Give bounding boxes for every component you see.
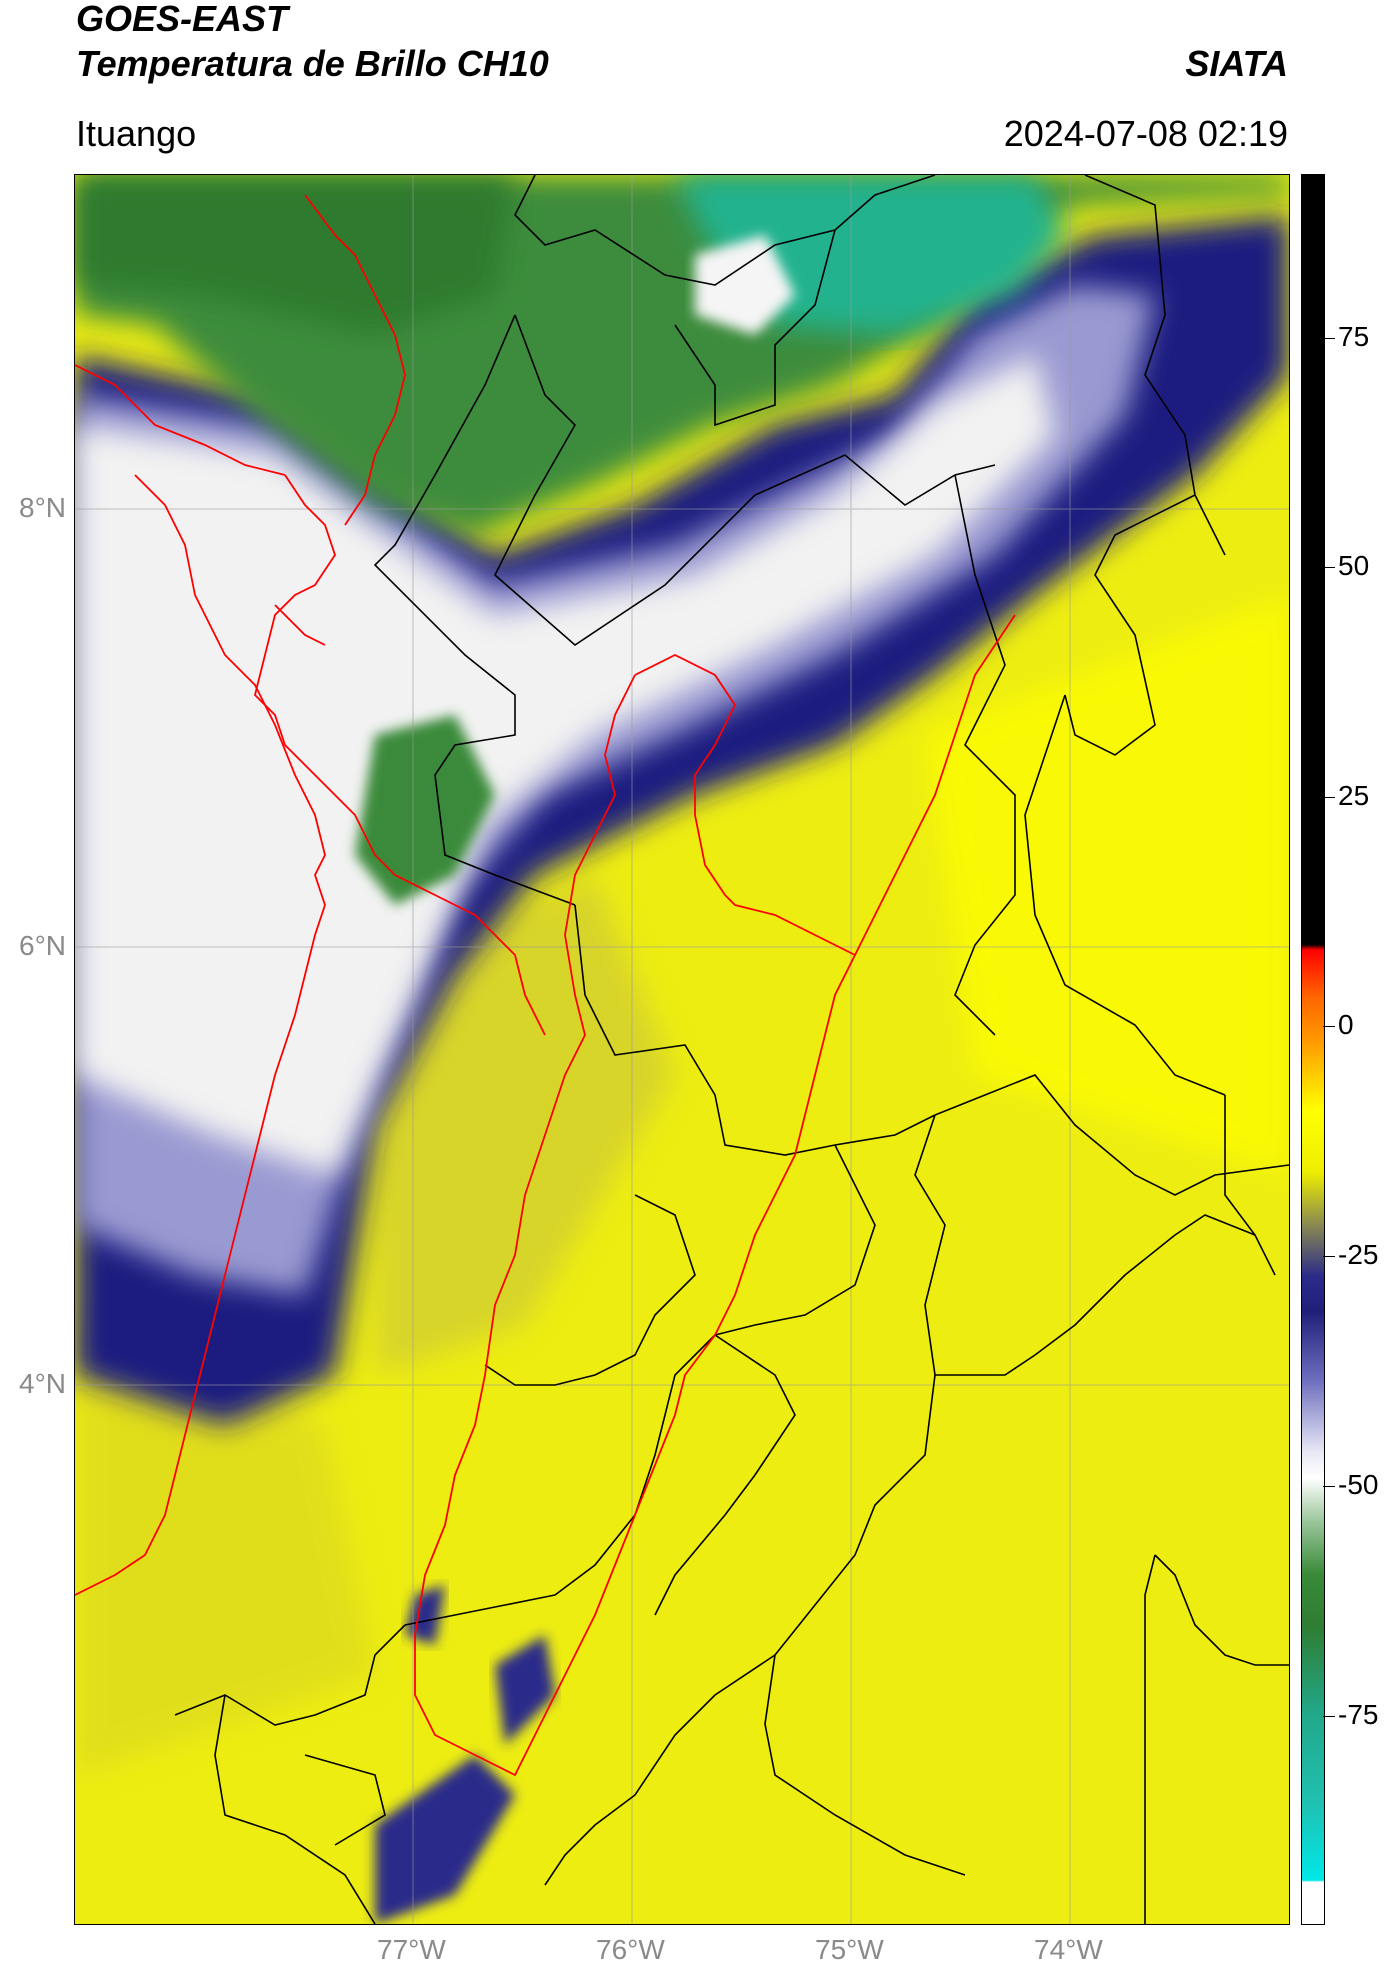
colorbar-tick-neg50: [1323, 1486, 1335, 1487]
lat-label-4n: 4°N: [19, 1368, 66, 1399]
red-outlines: [75, 194, 1016, 1777]
cold-cell-south: [375, 1755, 515, 1924]
cold-top-green-northwest: [75, 175, 515, 335]
timestamp-label: 2024-07-08 02:19: [1003, 113, 1288, 154]
map-canvas: [75, 175, 1289, 1924]
colorbar-tick-75: [1323, 338, 1335, 339]
location-label: Ituango: [76, 113, 197, 154]
lon-label-74w: 74°W: [1034, 1934, 1103, 1965]
colorbar-label-0: 0: [1338, 1009, 1354, 1040]
cold-top-green-west: [355, 715, 495, 905]
cold-cell-south-2: [495, 1635, 555, 1745]
dry-region-olive: [375, 875, 675, 1375]
lon-label-76w: 76°W: [596, 1934, 665, 1965]
department-borders: [174, 175, 1289, 1924]
colorbar-label-neg25: -25: [1338, 1239, 1379, 1270]
brightness-temperature-map: [74, 174, 1290, 1925]
colorbar-label-75: 75: [1338, 321, 1370, 352]
colorbar-tick-0: [1323, 1026, 1335, 1027]
colorbar-label-50: 50: [1338, 550, 1370, 581]
colorbar-label-25: 25: [1338, 780, 1370, 811]
lon-label-75w: 75°W: [815, 1934, 884, 1965]
satellite-title: GOES-EAST: [76, 0, 289, 39]
warm-region-southwest: [75, 1325, 375, 1775]
colorbar-tick-neg25: [1323, 1256, 1335, 1257]
cloud-top-white: [75, 355, 1055, 1175]
colorbar-tick-50: [1323, 567, 1335, 568]
lat-label-6n: 6°N: [19, 930, 66, 961]
brand-label: SIATA: [1185, 43, 1288, 84]
product-title: Temperatura de Brillo CH10: [76, 43, 549, 84]
colorbar-label-neg50: -50: [1338, 1469, 1379, 1500]
colorbar-label-neg75: -75: [1338, 1699, 1379, 1730]
lon-label-77w: 77°W: [377, 1934, 446, 1965]
lat-label-8n: 8°N: [19, 492, 66, 523]
temperature-colorbar: [1301, 174, 1325, 1925]
dry-region-bright: [925, 595, 1289, 1175]
colorbar-tick-neg75: [1323, 1716, 1335, 1717]
cloud-spot-white: [695, 235, 795, 335]
colorbar-tick-25: [1323, 797, 1335, 798]
